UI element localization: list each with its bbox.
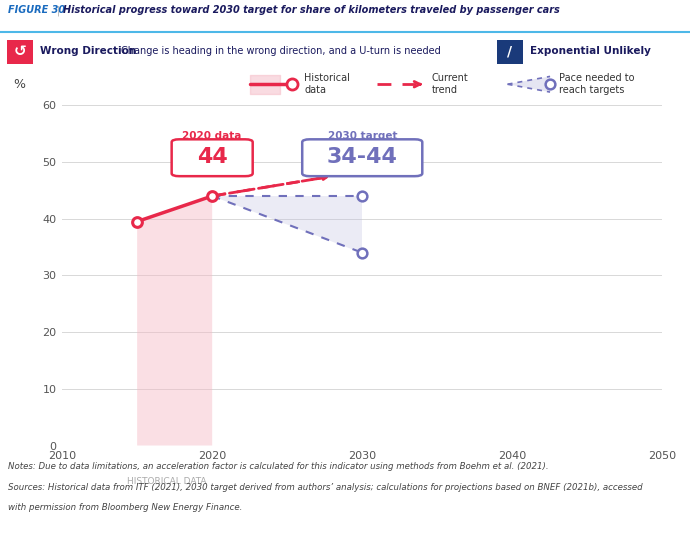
FancyBboxPatch shape [302,139,422,176]
Text: FIGURE 30: FIGURE 30 [8,5,66,15]
Text: Pace needed to
reach targets: Pace needed to reach targets [559,73,635,95]
Polygon shape [213,196,362,253]
Text: |: | [57,5,60,16]
Text: Historical
data: Historical data [304,73,350,95]
Text: Historical progress toward 2030 target for share of kilometers traveled by passe: Historical progress toward 2030 target f… [63,5,560,15]
Text: Change is heading in the wrong direction, and a U-turn is needed: Change is heading in the wrong direction… [121,46,440,56]
Text: HISTORICAL DATA: HISTORICAL DATA [128,477,207,485]
Text: 2020 data: 2020 data [182,131,242,141]
Text: Notes: Due to data limitations, an acceleration factor is calculated for this in: Notes: Due to data limitations, an accel… [8,462,549,471]
Text: Exponential Unlikely: Exponential Unlikely [530,46,651,56]
Polygon shape [508,76,550,92]
Text: with permission from Bloomberg New Energy Finance.: with permission from Bloomberg New Energ… [8,503,243,512]
FancyBboxPatch shape [7,40,33,64]
FancyBboxPatch shape [497,40,523,64]
Text: /: / [507,45,513,59]
Text: 44: 44 [197,147,228,167]
FancyBboxPatch shape [172,139,253,176]
Text: Current
trend: Current trend [432,73,469,95]
Polygon shape [137,196,213,446]
Text: %: % [13,78,25,91]
Text: 2030 target: 2030 target [328,131,397,141]
Text: Wrong Direction: Wrong Direction [40,46,136,56]
Text: 34-44: 34-44 [327,147,397,167]
Text: Sources: Historical data from ITF (2021), 2030 target derived from authors’ anal: Sources: Historical data from ITF (2021)… [8,483,643,492]
Text: ↺: ↺ [14,44,26,59]
